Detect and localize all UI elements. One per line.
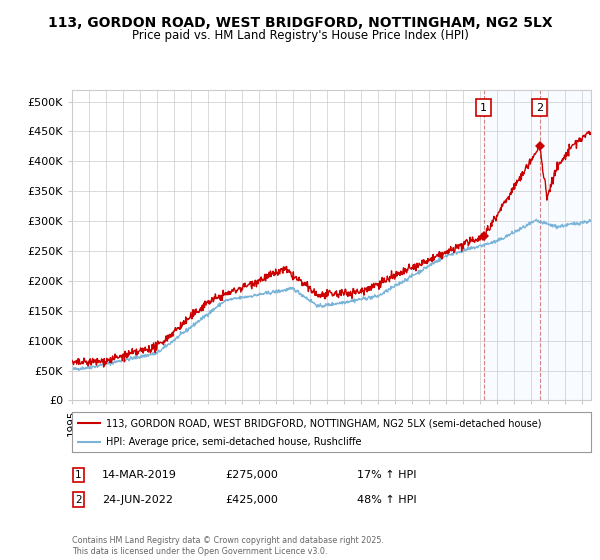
Text: 17% ↑ HPI: 17% ↑ HPI: [357, 470, 416, 480]
Text: 2: 2: [75, 494, 82, 505]
Text: HPI: Average price, semi-detached house, Rushcliffe: HPI: Average price, semi-detached house,…: [106, 437, 361, 447]
Text: 113, GORDON ROAD, WEST BRIDGFORD, NOTTINGHAM, NG2 5LX (semi-detached house): 113, GORDON ROAD, WEST BRIDGFORD, NOTTIN…: [106, 418, 541, 428]
Text: £275,000: £275,000: [225, 470, 278, 480]
Text: £425,000: £425,000: [225, 494, 278, 505]
Text: Contains HM Land Registry data © Crown copyright and database right 2025.
This d: Contains HM Land Registry data © Crown c…: [72, 536, 384, 556]
Bar: [484, 90, 591, 400]
Text: 1: 1: [480, 102, 487, 113]
Text: 14-MAR-2019: 14-MAR-2019: [102, 470, 177, 480]
Text: Price paid vs. HM Land Registry's House Price Index (HPI): Price paid vs. HM Land Registry's House …: [131, 29, 469, 42]
Text: 24-JUN-2022: 24-JUN-2022: [102, 494, 173, 505]
Text: 113, GORDON ROAD, WEST BRIDGFORD, NOTTINGHAM, NG2 5LX: 113, GORDON ROAD, WEST BRIDGFORD, NOTTIN…: [47, 16, 553, 30]
Text: 2: 2: [536, 102, 543, 113]
Text: 1: 1: [75, 470, 82, 480]
Text: 48% ↑ HPI: 48% ↑ HPI: [357, 494, 416, 505]
